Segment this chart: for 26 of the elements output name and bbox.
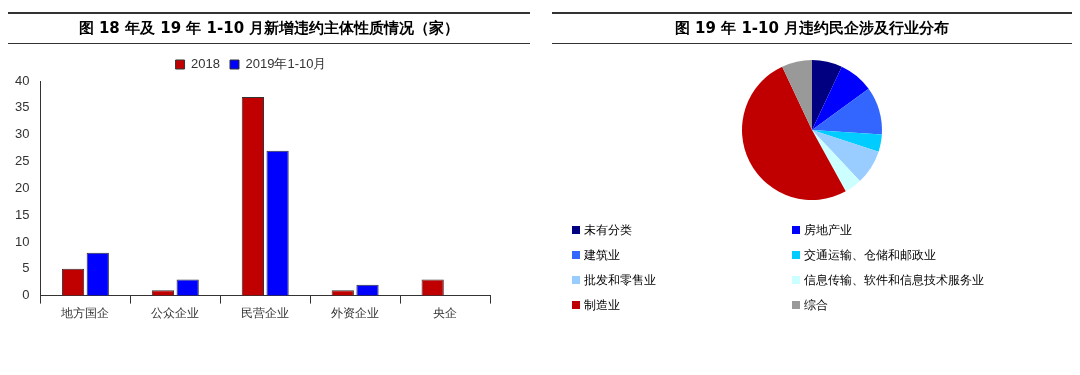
x-tick-label: 地方国企	[60, 306, 110, 321]
legend-label: 信息传输、软件和信息技术服务业	[803, 272, 985, 289]
y-tick-label: 15	[14, 206, 30, 222]
y-tick-label: 10	[14, 233, 30, 249]
legend-label: 未有分类	[583, 222, 633, 239]
chart-title: 图 19 年 1-10 月违约民企涉及行业分布	[552, 12, 1072, 44]
y-tick-label: 30	[14, 126, 30, 142]
legend-label: 2019年1-10月	[245, 56, 327, 72]
x-tick-label: 公众企业	[151, 306, 200, 321]
legend-label: 交通运输、仓储和邮政业	[803, 247, 937, 264]
x-tick-label: 外资企业	[331, 306, 380, 321]
y-tick-label: 0	[22, 287, 30, 303]
legend-label: 房地产业	[803, 222, 853, 239]
x-tick-label: 央企	[433, 306, 458, 321]
legend-label: 2018	[191, 56, 220, 72]
legend-label: 综合	[803, 297, 829, 314]
legend-label: 建筑业	[583, 247, 621, 264]
y-tick-label: 25	[14, 153, 30, 169]
x-tick-label: 民营企业	[241, 306, 290, 321]
y-tick-label: 35	[14, 99, 30, 115]
legend-label: 制造业	[583, 297, 621, 314]
y-tick-label: 40	[14, 72, 30, 88]
y-tick-label: 5	[22, 260, 30, 276]
y-tick-label: 20	[14, 179, 30, 195]
legend-label: 批发和零售业	[583, 272, 657, 289]
chart-title: 图 18 年及 19 年 1-10 月新增违约主体性质情况（家）	[8, 12, 530, 44]
